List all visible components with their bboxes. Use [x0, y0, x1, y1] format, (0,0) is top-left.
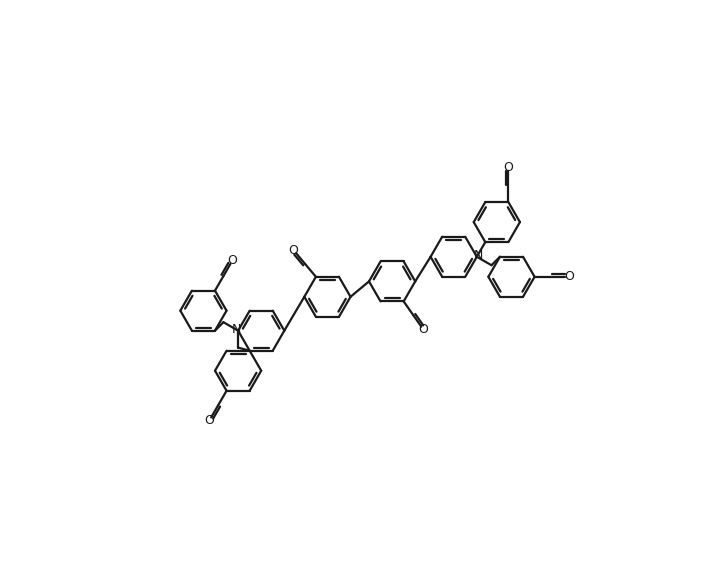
Text: N: N: [474, 249, 483, 262]
Text: O: O: [564, 270, 574, 284]
Text: O: O: [205, 414, 215, 427]
Text: N: N: [232, 323, 241, 336]
Text: O: O: [227, 254, 237, 267]
Text: O: O: [503, 161, 513, 174]
Text: O: O: [418, 323, 428, 336]
Text: O: O: [289, 244, 299, 257]
